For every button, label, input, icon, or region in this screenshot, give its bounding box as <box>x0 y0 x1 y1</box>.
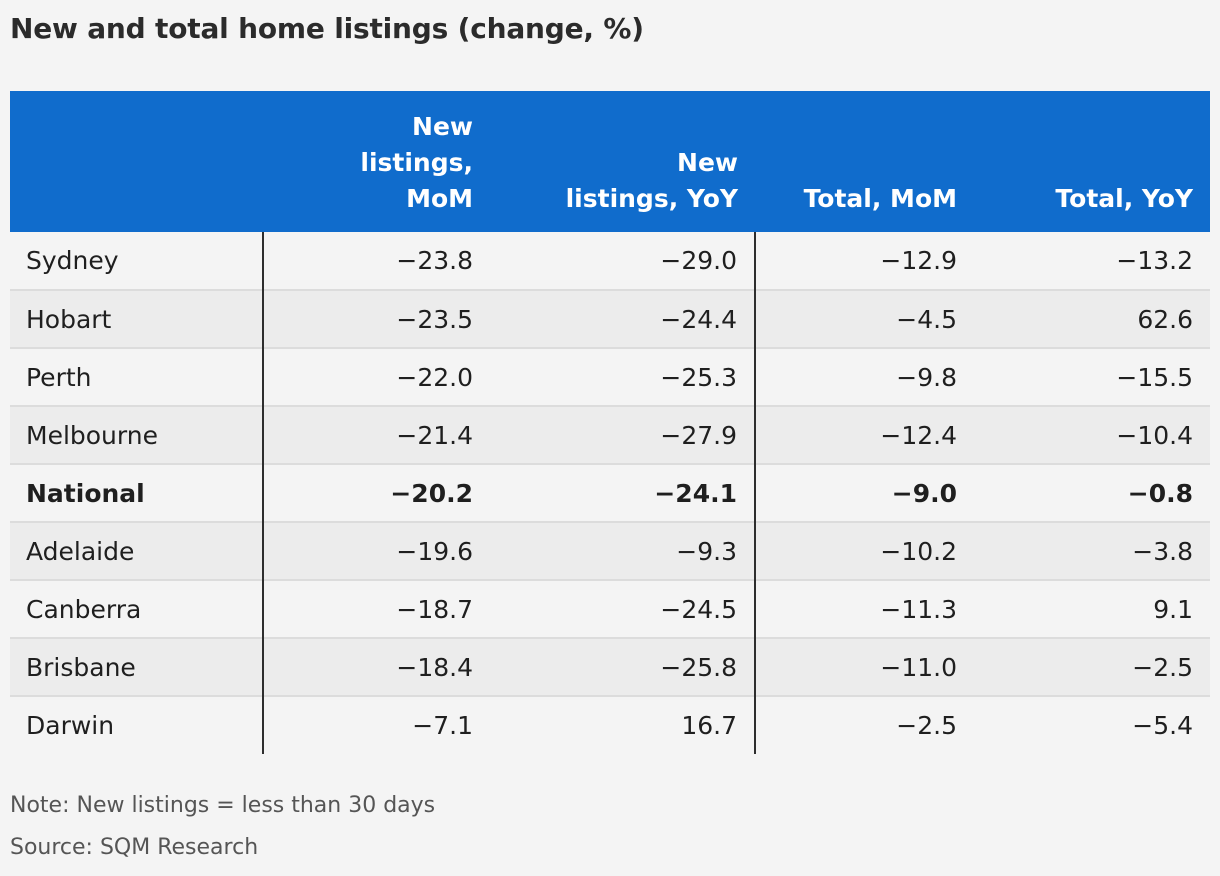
cell-total-yoy: −0.8 <box>974 463 1210 522</box>
cell-total-mom: −9.8 <box>755 347 974 406</box>
cell-total-yoy: −13.2 <box>974 232 1210 290</box>
header-new-listings-yoy: New listings, YoY <box>490 91 755 232</box>
footnote: Note: New listings = less than 30 days <box>10 793 436 818</box>
cell-total-mom: −12.9 <box>755 232 974 290</box>
cell-new-listings-mom: −23.8 <box>263 232 490 290</box>
table-row: Adelaide −19.6 −9.3 −10.2 −3.8 <box>10 521 1210 580</box>
cell-region: Hobart <box>10 289 264 348</box>
table-row: Brisbane −18.4 −25.8 −11.0 −2.5 <box>10 637 1210 696</box>
cell-new-listings-mom: −21.4 <box>263 405 490 464</box>
cell-region: Perth <box>10 347 264 406</box>
table-row: Sydney −23.8 −29.0 −12.9 −13.2 <box>10 232 1210 290</box>
listings-table-container: New listings, MoM New listings, YoY Tota… <box>10 91 1210 754</box>
cell-new-listings-mom: −23.5 <box>263 289 490 348</box>
cell-total-mom: −11.0 <box>755 637 974 696</box>
cell-region: Brisbane <box>10 637 264 696</box>
cell-total-mom: −9.0 <box>755 463 974 522</box>
cell-new-listings-mom: −7.1 <box>263 695 490 754</box>
cell-total-yoy: −2.5 <box>974 637 1210 696</box>
cell-region: Sydney <box>10 232 264 290</box>
header-region <box>10 91 263 232</box>
header-total-mom: Total, MoM <box>755 91 974 232</box>
table-row: Hobart −23.5 −24.4 −4.5 62.6 <box>10 289 1210 348</box>
cell-total-mom: −4.5 <box>755 289 974 348</box>
listings-table: New listings, MoM New listings, YoY Tota… <box>10 91 1210 754</box>
cell-new-listings-mom: −19.6 <box>263 521 490 580</box>
cell-new-listings-yoy: −29.0 <box>490 232 756 290</box>
cell-new-listings-mom: −18.4 <box>263 637 490 696</box>
cell-region: Canberra <box>10 579 264 638</box>
table-row: National −20.2 −24.1 −9.0 −0.8 <box>10 463 1210 522</box>
cell-total-yoy: −5.4 <box>974 695 1210 754</box>
table-row: Canberra −18.7 −24.5 −11.3 9.1 <box>10 579 1210 638</box>
cell-total-yoy: −3.8 <box>974 521 1210 580</box>
chart-title: New and total home listings (change, %) <box>10 12 644 45</box>
cell-region: Melbourne <box>10 405 264 464</box>
cell-new-listings-yoy: −27.9 <box>490 405 756 464</box>
cell-new-listings-yoy: −24.4 <box>490 289 756 348</box>
cell-new-listings-mom: −18.7 <box>263 579 490 638</box>
header-new-listings-mom: New listings, MoM <box>263 91 490 232</box>
cell-new-listings-yoy: 16.7 <box>490 695 756 754</box>
cell-total-mom: −11.3 <box>755 579 974 638</box>
cell-total-yoy: −10.4 <box>974 405 1210 464</box>
header-total-yoy: Total, YoY <box>974 91 1210 232</box>
cell-new-listings-mom: −22.0 <box>263 347 490 406</box>
cell-total-yoy: 9.1 <box>974 579 1210 638</box>
cell-total-mom: −10.2 <box>755 521 974 580</box>
header-row: New listings, MoM New listings, YoY Tota… <box>10 91 1210 232</box>
cell-new-listings-yoy: −25.8 <box>490 637 756 696</box>
cell-total-mom: −2.5 <box>755 695 974 754</box>
cell-total-yoy: −15.5 <box>974 347 1210 406</box>
table-body: Sydney −23.8 −29.0 −12.9 −13.2 Hobart −23.5 −24… <box>10 232 1210 754</box>
cell-new-listings-yoy: −24.5 <box>490 579 756 638</box>
cell-new-listings-mom: −20.2 <box>263 463 490 522</box>
cell-total-mom: −12.4 <box>755 405 974 464</box>
table-row: Perth −22.0 −25.3 −9.8 −15.5 <box>10 347 1210 406</box>
source-line: Source: SQM Research <box>10 835 259 860</box>
table-row: Darwin −7.1 16.7 −2.5 −5.4 <box>10 695 1210 754</box>
cell-total-yoy: 62.6 <box>974 289 1210 348</box>
cell-region: Adelaide <box>10 521 264 580</box>
cell-new-listings-yoy: −24.1 <box>490 463 756 522</box>
cell-new-listings-yoy: −9.3 <box>490 521 756 580</box>
cell-region: Darwin <box>10 695 264 754</box>
table-row: Melbourne −21.4 −27.9 −12.4 −10.4 <box>10 405 1210 464</box>
table-header: New listings, MoM New listings, YoY Tota… <box>10 91 1210 232</box>
cell-region: National <box>10 463 264 522</box>
cell-new-listings-yoy: −25.3 <box>490 347 756 406</box>
